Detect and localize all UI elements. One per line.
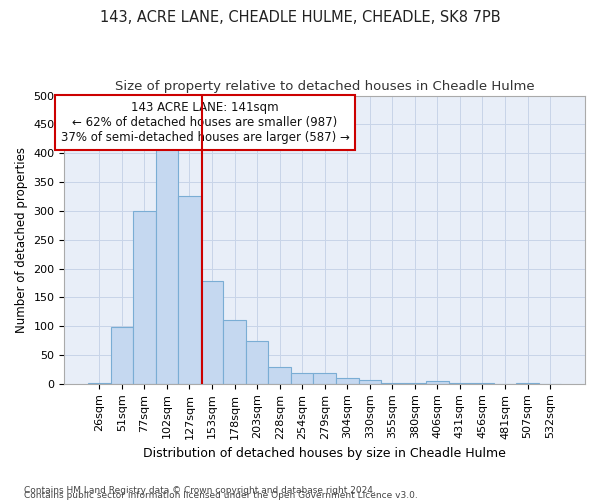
Bar <box>381 383 404 384</box>
Bar <box>291 374 313 384</box>
Text: 143, ACRE LANE, CHEADLE HULME, CHEADLE, SK8 7PB: 143, ACRE LANE, CHEADLE HULME, CHEADLE, … <box>100 10 500 25</box>
Bar <box>359 380 381 384</box>
Text: Contains public sector information licensed under the Open Government Licence v3: Contains public sector information licen… <box>24 491 418 500</box>
Bar <box>246 340 268 384</box>
Bar <box>88 383 110 384</box>
Bar <box>155 148 178 384</box>
Bar <box>178 196 201 384</box>
Y-axis label: Number of detached properties: Number of detached properties <box>15 146 28 332</box>
Bar <box>516 383 539 384</box>
Bar <box>268 366 291 384</box>
Bar <box>404 383 426 384</box>
Bar <box>133 211 155 384</box>
Bar <box>449 383 471 384</box>
Text: Contains HM Land Registry data © Crown copyright and database right 2024.: Contains HM Land Registry data © Crown c… <box>24 486 376 495</box>
X-axis label: Distribution of detached houses by size in Cheadle Hulme: Distribution of detached houses by size … <box>143 447 506 460</box>
Title: Size of property relative to detached houses in Cheadle Hulme: Size of property relative to detached ho… <box>115 80 535 93</box>
Bar <box>223 320 246 384</box>
Bar <box>110 328 133 384</box>
Text: 143 ACRE LANE: 141sqm
← 62% of detached houses are smaller (987)
37% of semi-det: 143 ACRE LANE: 141sqm ← 62% of detached … <box>61 102 349 144</box>
Bar <box>336 378 359 384</box>
Bar <box>201 281 223 384</box>
Bar <box>426 381 449 384</box>
Bar <box>471 383 494 384</box>
Bar <box>313 374 336 384</box>
